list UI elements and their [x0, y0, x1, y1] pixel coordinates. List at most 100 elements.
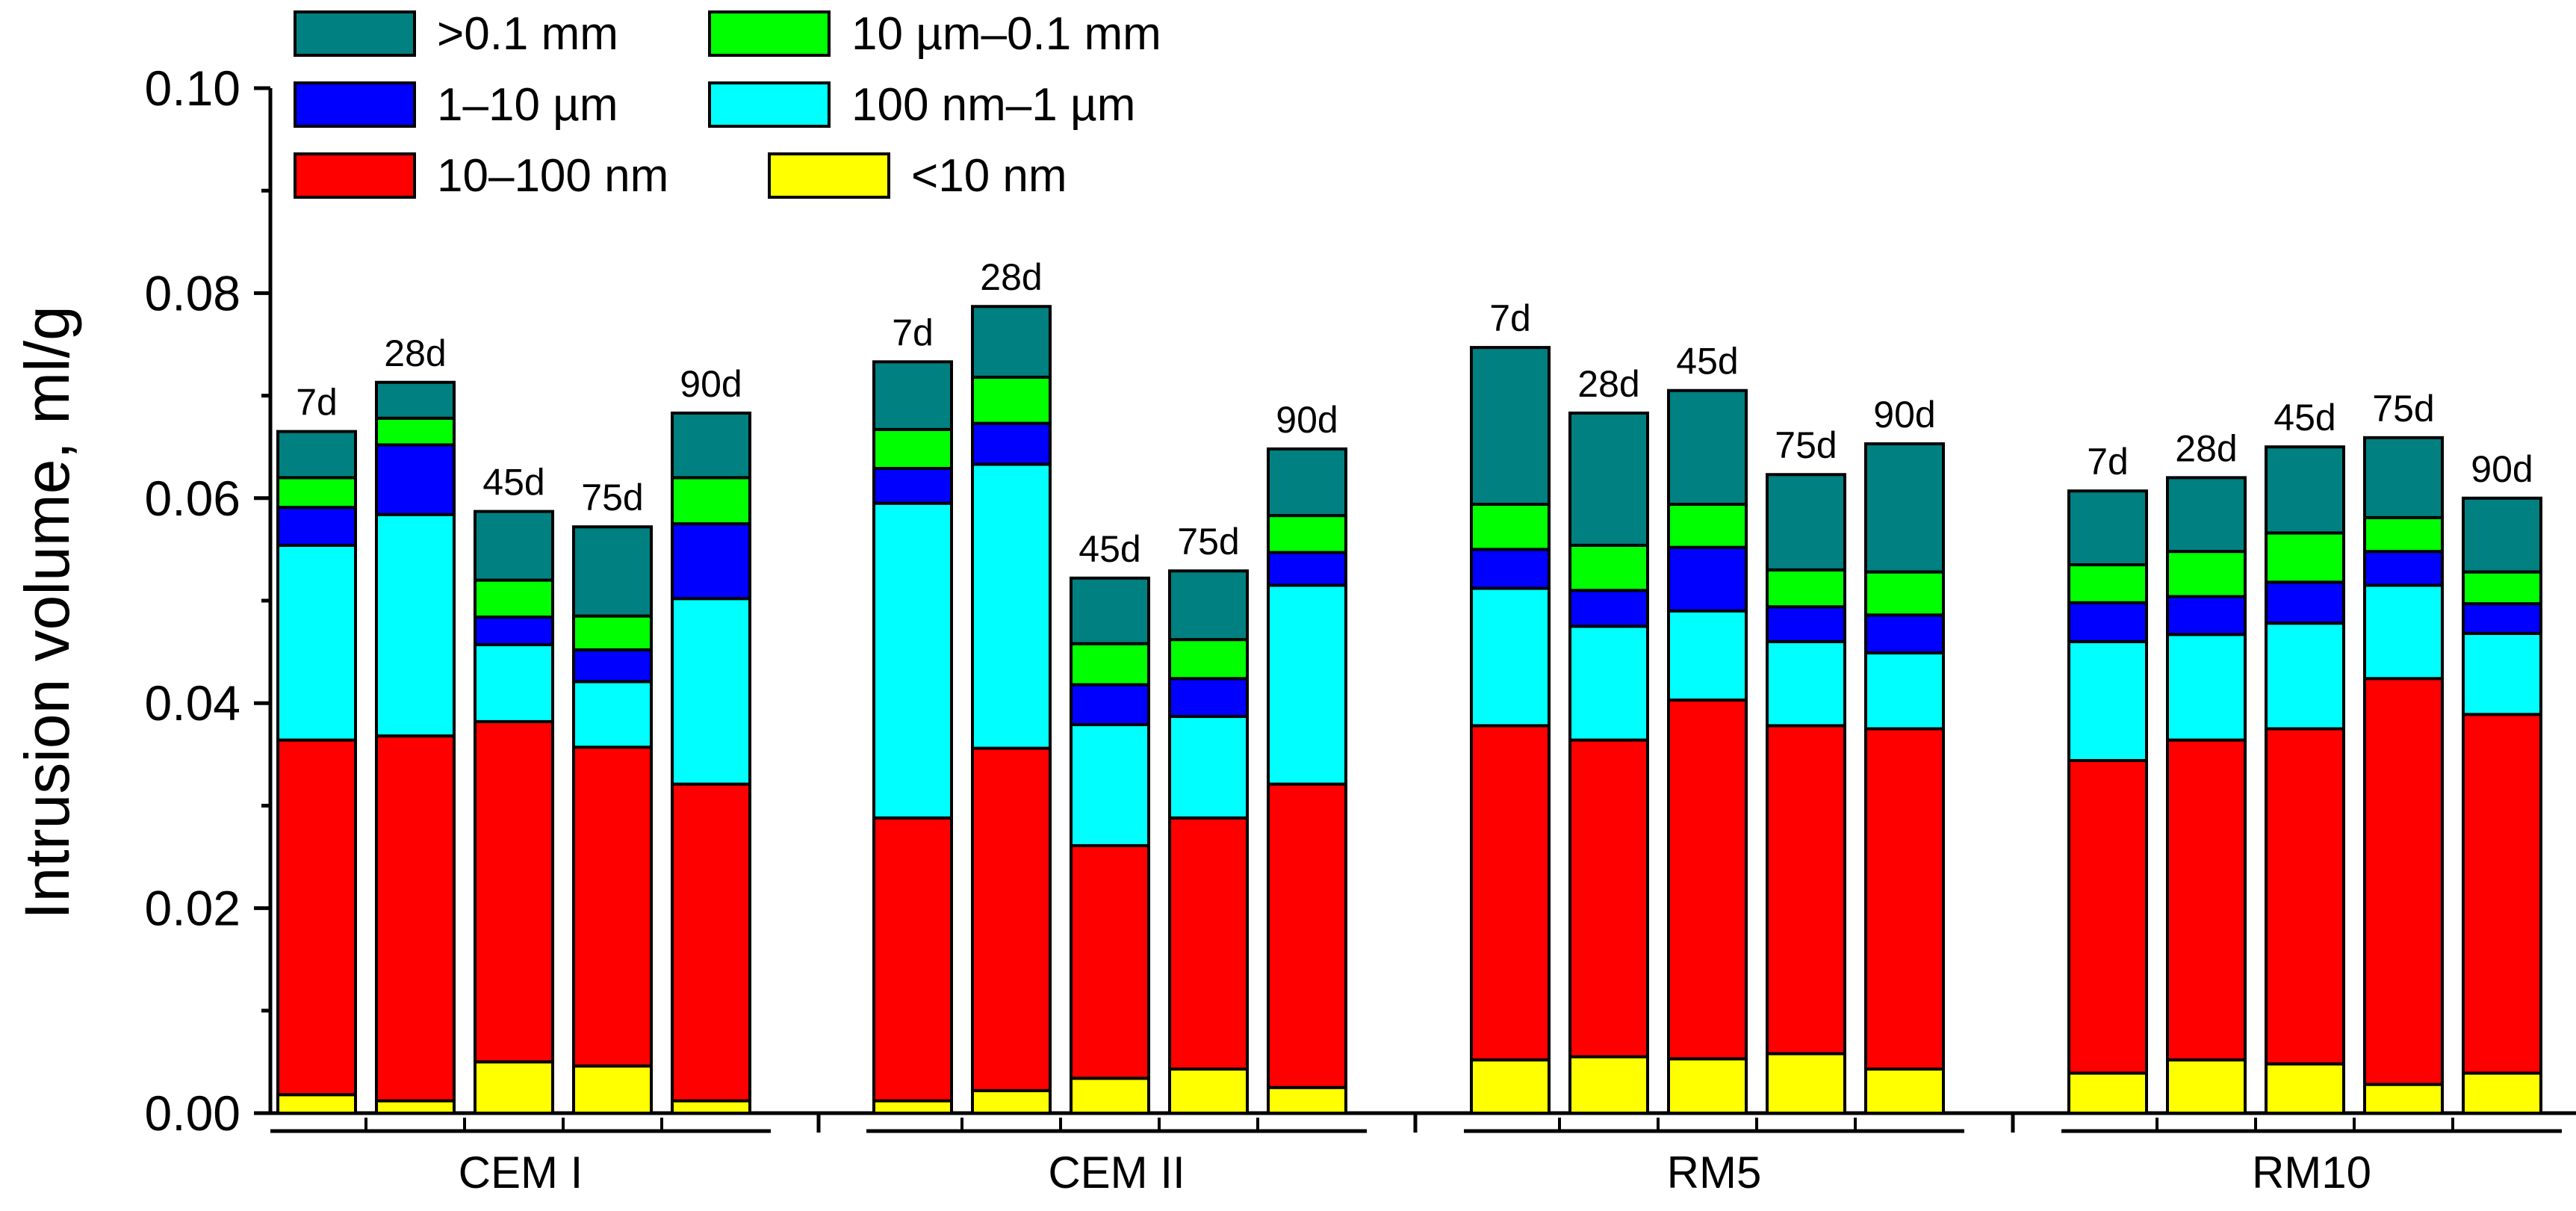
bar-segment: [2363, 515, 2444, 554]
stacked-bar: [2462, 496, 2542, 1115]
stacked-bar: [1568, 411, 1649, 1115]
y-tick-label: 0.06: [145, 471, 240, 526]
bar-segment: [2265, 445, 2345, 535]
bar-segment: [2067, 639, 2148, 763]
group-label: CEM I: [459, 1147, 583, 1198]
bar-segment: [276, 543, 357, 742]
group-label: RM5: [1667, 1147, 1762, 1198]
bar-age-label: 28d: [980, 256, 1042, 298]
bar-segment: [1070, 723, 1150, 847]
legend-swatch: [768, 152, 890, 199]
legend-label: 10–100 nm: [437, 150, 668, 202]
legend-item: >0.1 mm: [294, 8, 618, 60]
stacked-bar: [1470, 346, 1551, 1115]
bar-age-label: 7d: [1489, 297, 1531, 339]
bar-segment: [2462, 631, 2542, 716]
y-axis-label: Intrusion volume, ml/g: [12, 306, 82, 920]
bar-age-label: 75d: [1177, 521, 1239, 563]
bar-segment: [2067, 601, 2148, 643]
stacked-bar: [872, 360, 953, 1115]
bar-segment: [1667, 503, 1748, 549]
bar-segment: [2265, 622, 2345, 731]
bar-age-label: 28d: [2175, 427, 2237, 469]
stacked-bar: [2166, 476, 2247, 1115]
bar-segment: [2462, 570, 2542, 606]
bar-segment: [375, 512, 456, 738]
legend-item: 1–10 µm: [294, 79, 618, 131]
bar-segment: [2462, 713, 2542, 1075]
bar-segment: [671, 782, 751, 1103]
bar-segment: [1267, 551, 1347, 587]
bar-age-label: 7d: [892, 312, 934, 353]
bar-segment: [1267, 1085, 1347, 1115]
bar-segment: [1766, 605, 1846, 643]
y-axis: 0.00 0.02 0.04 0.06 0.08 0.10: [145, 61, 270, 1141]
bar-segment: [1568, 625, 1649, 742]
stacked-bar: [375, 380, 456, 1115]
bar-segment: [572, 1064, 653, 1115]
bar-segment: [1070, 683, 1150, 727]
bar-segment: [2363, 550, 2444, 587]
bar-segment: [1766, 639, 1846, 728]
legend-swatch: [294, 81, 416, 128]
bar-segment: [474, 578, 554, 619]
y-tick-label: 0.00: [145, 1085, 240, 1141]
stacked-bar: [474, 510, 554, 1115]
bar-segment: [1766, 568, 1846, 609]
bar-segment: [474, 642, 554, 723]
bar-segment: [375, 380, 456, 420]
bar-segment: [474, 615, 554, 646]
stacked-bar: [572, 525, 653, 1115]
bar-segment: [2363, 436, 2444, 519]
bar-segment: [2166, 633, 2247, 742]
bar-segment: [276, 430, 357, 480]
bar-segment: [1864, 727, 1945, 1071]
bar-segment: [1470, 1058, 1551, 1115]
bar-segment: [1470, 586, 1551, 728]
legend-item: <10 nm: [768, 150, 1067, 202]
x-axis: CEM I CEM II RM5 RM10: [270, 1113, 2562, 1198]
bar-segment: [2067, 1071, 2148, 1115]
bar-segment: [1267, 583, 1347, 786]
stacked-bar: [1070, 576, 1150, 1115]
bar-segment: [375, 443, 456, 516]
bar-segment: [971, 1088, 1052, 1115]
bar-age-label: 75d: [2372, 388, 2434, 430]
bar-age-label: 45d: [1676, 341, 1738, 382]
stacked-bar: [2067, 489, 2148, 1115]
bar-age-label: 7d: [2087, 441, 2129, 483]
legend-label: 1–10 µm: [437, 79, 618, 131]
bar-segment: [474, 510, 554, 582]
bar-segment: [1070, 576, 1150, 645]
bar-segment: [1267, 514, 1347, 554]
bar-segment: [671, 1099, 751, 1115]
bar-segment: [572, 614, 653, 651]
bar-segment: [1568, 1055, 1649, 1115]
bar-segment: [1070, 1077, 1150, 1115]
bar-segment: [276, 738, 357, 1097]
stacked-bar: [1864, 442, 1945, 1115]
bar-segment: [671, 522, 751, 601]
bar-segment: [1864, 442, 1945, 574]
legend-swatch: [294, 10, 416, 57]
stacked-bar: [276, 430, 357, 1115]
bar-segment: [872, 1099, 953, 1115]
bar-segment: [375, 1099, 456, 1115]
bar-segment: [2166, 595, 2247, 637]
y-tick-label: 0.04: [145, 675, 240, 731]
bar-segment: [971, 462, 1052, 750]
bar-segment: [671, 476, 751, 526]
bar-segment: [1070, 642, 1150, 687]
bar-segment: [276, 506, 357, 547]
bar-segment: [1864, 613, 1945, 654]
legend-swatch: [708, 81, 831, 128]
bar-segment: [971, 305, 1052, 379]
group-label: RM10: [2252, 1147, 2371, 1198]
bar-segment: [1864, 570, 1945, 617]
bar-segment: [2363, 677, 2444, 1086]
bar-segment: [1070, 843, 1150, 1080]
legend-item: 10–100 nm: [294, 150, 668, 202]
bar-age-label: 45d: [482, 462, 544, 504]
bar-segment: [2363, 1083, 2444, 1115]
